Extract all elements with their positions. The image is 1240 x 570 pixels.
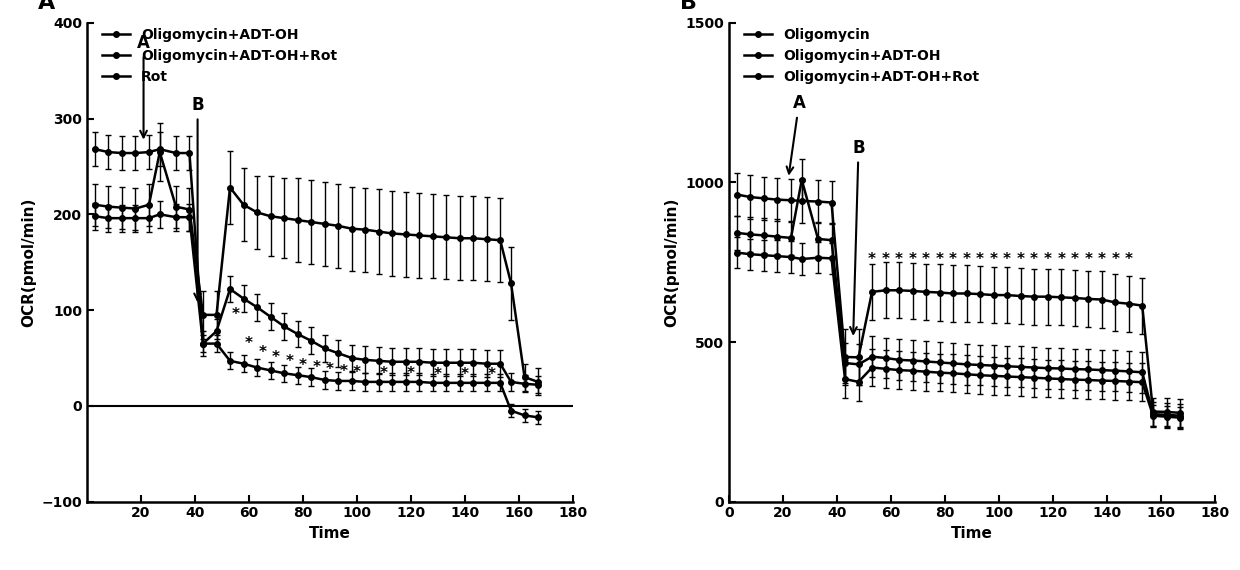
Text: *: * [246, 336, 253, 351]
Text: *: * [1058, 253, 1065, 267]
Text: *: * [312, 360, 320, 375]
Text: *: * [461, 367, 469, 382]
Y-axis label: OCR(pmol/min): OCR(pmol/min) [21, 198, 36, 327]
Text: *: * [285, 355, 294, 369]
Text: A: A [138, 34, 150, 137]
Text: B: B [681, 0, 697, 13]
Text: *: * [326, 362, 334, 377]
Text: *: * [936, 253, 944, 267]
Text: *: * [895, 253, 903, 267]
Text: *: * [232, 307, 239, 323]
Text: *: * [1070, 253, 1079, 267]
Text: B: B [851, 139, 864, 333]
Y-axis label: OCR(pmol/min): OCR(pmol/min) [665, 198, 680, 327]
Text: *: * [1003, 253, 1011, 267]
Text: *: * [1030, 253, 1038, 267]
X-axis label: Time: Time [951, 526, 993, 541]
Text: *: * [923, 253, 930, 267]
Text: B: B [191, 96, 203, 300]
Text: *: * [340, 364, 347, 379]
Text: *: * [962, 253, 971, 267]
Text: *: * [299, 358, 308, 373]
Text: *: * [1017, 253, 1024, 267]
Text: *: * [882, 253, 889, 267]
Text: *: * [1111, 253, 1120, 267]
Legend: Oligomycin+ADT-OH, Oligomycin+ADT-OH+Rot, Rot: Oligomycin+ADT-OH, Oligomycin+ADT-OH+Rot… [97, 23, 342, 90]
Text: *: * [1097, 253, 1106, 267]
Text: *: * [909, 253, 916, 267]
Text: A: A [786, 94, 806, 173]
Text: A: A [38, 0, 56, 13]
Text: *: * [1084, 253, 1092, 267]
Legend: Oligomycin, Oligomycin+ADT-OH, Oligomycin+ADT-OH+Rot: Oligomycin, Oligomycin+ADT-OH, Oligomyci… [739, 23, 985, 90]
Text: *: * [434, 367, 443, 382]
Text: *: * [272, 351, 280, 365]
Text: *: * [949, 253, 957, 267]
Text: *: * [258, 345, 267, 360]
Text: *: * [353, 365, 361, 380]
Text: *: * [407, 366, 415, 381]
Text: *: * [379, 366, 388, 381]
Text: *: * [1125, 253, 1132, 267]
Text: *: * [868, 253, 875, 267]
X-axis label: Time: Time [309, 526, 351, 541]
Text: *: * [990, 253, 998, 267]
Text: *: * [489, 367, 496, 382]
Text: *: * [976, 253, 985, 267]
Text: *: * [1044, 253, 1052, 267]
